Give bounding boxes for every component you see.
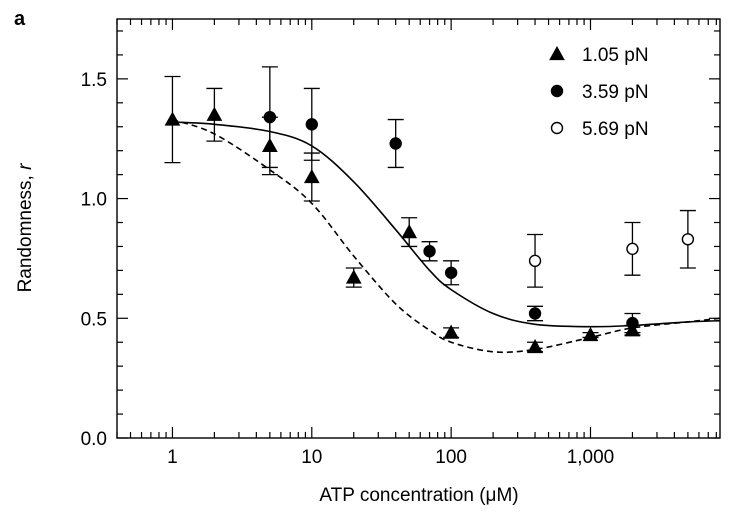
plot-frame <box>116 18 721 439</box>
data-point <box>401 224 418 239</box>
data-point <box>206 106 223 121</box>
y-tick-label: 1.5 <box>81 70 107 91</box>
data-point <box>681 233 695 246</box>
legend-marker <box>549 45 565 61</box>
data-point <box>582 327 599 342</box>
x-tick-label: 10 <box>301 447 322 468</box>
data-point <box>164 111 181 126</box>
data-point <box>303 168 320 184</box>
data-point <box>444 266 458 279</box>
legend-label: 5.69 pN <box>582 119 649 140</box>
data-point <box>389 137 402 150</box>
x-tick-label: 100 <box>435 447 467 468</box>
data-point <box>345 269 362 284</box>
data-point <box>528 254 542 268</box>
legend-label: 3.59 pN <box>582 82 649 103</box>
data-point <box>527 338 543 354</box>
x-tick-label: 1 <box>167 447 178 468</box>
data-point <box>528 307 542 320</box>
legend-marker <box>550 84 564 98</box>
data-point <box>626 316 639 330</box>
data-point <box>626 242 639 256</box>
data-point <box>263 110 277 124</box>
fit-curve-dashed <box>172 118 721 354</box>
legend: 1.05 pN 3.59 pN 5.69 pN <box>549 45 649 140</box>
data-point <box>443 324 459 339</box>
fit-curves-layer <box>172 118 721 354</box>
data-points-layer <box>164 66 696 354</box>
x-tick-label: 1,000 <box>567 447 615 468</box>
data-point <box>305 118 318 131</box>
x-axis-title: ATP concentration (μM) <box>319 485 518 506</box>
y-tick-label: 0.5 <box>81 309 107 330</box>
y-axis-title-variable: r <box>15 163 36 170</box>
y-axis-title-text: Randomness, <box>15 170 36 293</box>
y-axis-title: Randomness, r <box>15 163 36 293</box>
data-point <box>423 245 436 258</box>
legend-marker <box>550 121 564 135</box>
axes-layer: 1 10 100 1,000 0.0 0.5 1.0 1.5 <box>81 18 721 468</box>
legend-label: 1.05 pN <box>582 45 649 66</box>
fit-curve-solid <box>172 121 721 328</box>
y-tick-label: 1.0 <box>81 190 107 211</box>
panel-label: a <box>14 8 26 30</box>
y-tick-label: 0.0 <box>81 429 107 450</box>
